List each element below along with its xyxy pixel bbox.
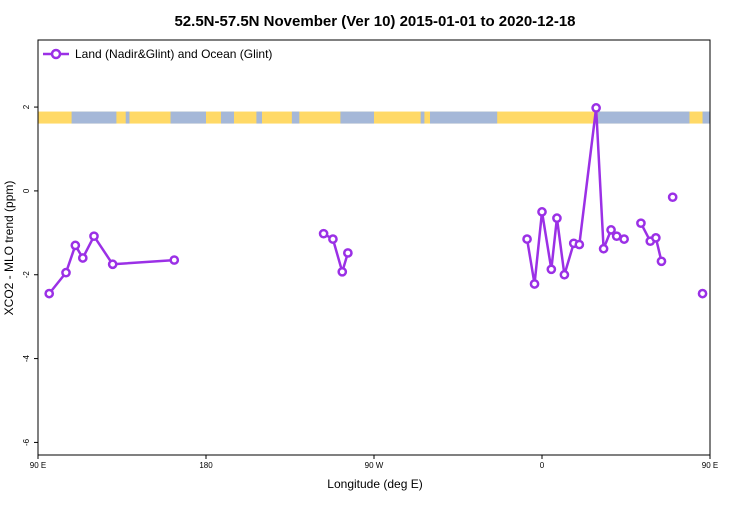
x-tick-label-4: 90 E — [702, 461, 718, 470]
data-point-5 — [107, 259, 118, 270]
band-ocean-4 — [256, 111, 262, 124]
data-point-12 — [529, 279, 540, 289]
y-axis: 2 0 -2 -4 -6 — [22, 104, 38, 446]
data-point-29 — [697, 288, 708, 299]
data-point-10 — [343, 248, 353, 258]
data-point-9 — [337, 266, 348, 277]
band-ocean-10 — [702, 111, 710, 124]
x-tick-label-2: 90 W — [365, 461, 384, 470]
data-point-16 — [559, 269, 570, 280]
legend: Land (Nadir&Glint) and Ocean (Glint) — [43, 47, 272, 61]
data-point-6 — [169, 255, 180, 265]
y-tick-label-3: -4 — [22, 354, 31, 362]
data-point-22 — [611, 231, 622, 242]
data-point-23 — [619, 234, 629, 244]
data-point-2 — [70, 240, 81, 251]
x-axis-title: Longitude (deg E) — [327, 477, 422, 491]
data-point-15 — [552, 213, 562, 224]
data-point-18 — [574, 239, 585, 250]
band-ocean-6 — [340, 111, 374, 124]
series-line-0-2 — [525, 106, 625, 286]
legend-label: Land (Nadir&Glint) and Ocean (Glint) — [75, 47, 272, 61]
x-tick-label-0: 90 E — [30, 461, 46, 470]
data-point-7 — [318, 228, 329, 239]
band-ocean-1 — [125, 111, 130, 124]
x-tick-label-3: 0 — [540, 461, 545, 470]
data-point-11 — [522, 234, 532, 244]
data-point-21 — [606, 225, 616, 235]
band-ocean-0 — [71, 111, 117, 124]
data-point-4 — [89, 231, 99, 242]
data-point-13 — [537, 207, 547, 217]
y-tick-label-1: 0 — [22, 188, 31, 193]
chart-title: 52.5N-57.5N November (Ver 10) 2015-01-01… — [174, 13, 575, 30]
y-tick-label-0: 2 — [22, 104, 31, 109]
band-ocean-5 — [291, 111, 300, 124]
data-point-20 — [598, 243, 609, 254]
band-ocean-3 — [220, 111, 234, 124]
series-layer — [44, 103, 708, 299]
legend-marker — [50, 48, 62, 60]
plot-frame — [37, 39, 711, 456]
data-point-19 — [591, 103, 601, 113]
y-tick-label-4: -6 — [22, 438, 31, 446]
data-point-26 — [651, 233, 661, 243]
data-point-28 — [667, 192, 678, 203]
data-point-1 — [61, 267, 71, 278]
series-line-0-1 — [322, 232, 350, 274]
data-point-14 — [546, 264, 557, 275]
band-ocean-8 — [430, 111, 498, 124]
band-ocean-2 — [170, 111, 206, 124]
land-ocean-band — [38, 111, 710, 124]
band-ocean-7 — [420, 111, 425, 124]
x-tick-label-1: 180 — [199, 461, 213, 470]
data-point-24 — [636, 218, 646, 229]
x-axis: 90 E 180 90 W 0 90 E — [30, 455, 718, 470]
y-axis-title: XCO2 - MLO trend (ppm) — [2, 181, 16, 316]
band-ocean-9 — [598, 111, 690, 124]
data-point-8 — [328, 234, 338, 244]
data-point-0 — [44, 288, 55, 299]
data-point-27 — [656, 256, 667, 267]
data-point-3 — [77, 253, 88, 263]
y-tick-label-2: -2 — [22, 271, 31, 279]
